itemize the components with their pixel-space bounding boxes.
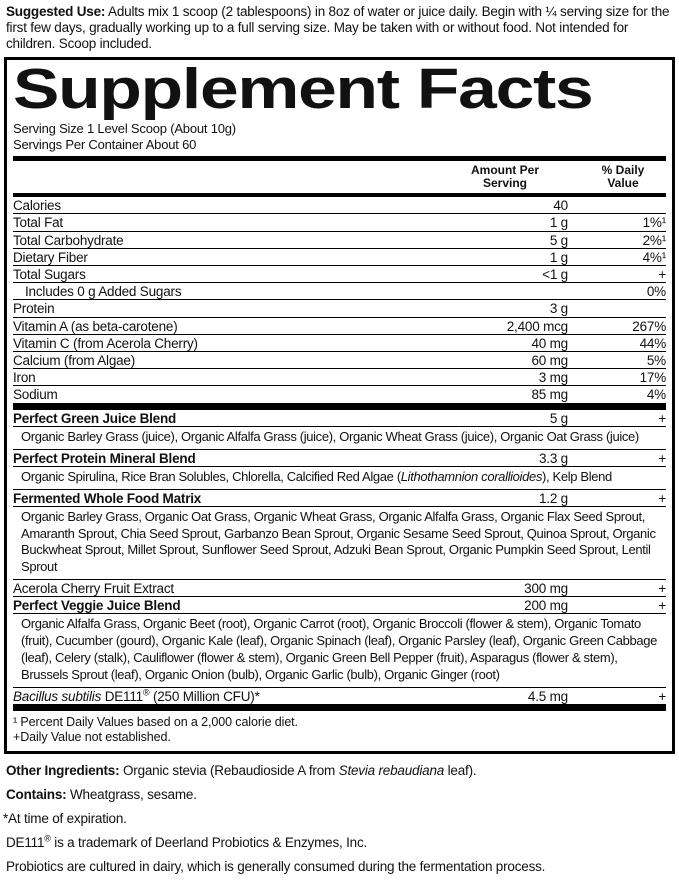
row-name: Bacillus subtilis DE111® (250 Million CF…: [13, 687, 260, 704]
row-amount: 85 mg: [531, 387, 568, 403]
row-name: Fermented Whole Food Matrix: [13, 490, 202, 506]
row-amount: 2,400 mcg: [506, 318, 568, 334]
row-daily-value: 5%: [646, 352, 666, 368]
panel-title: Supplement Facts: [13, 57, 594, 121]
row-amount: 300 mg: [524, 580, 568, 596]
row-name: Vitamin C (from Acerola Cherry): [13, 335, 198, 351]
row-amount: 40 mg: [531, 335, 568, 351]
table-row: Calories 40: [13, 197, 666, 215]
row-amount: <1 g: [542, 266, 568, 282]
row-amount: 60 mg: [531, 352, 568, 368]
servings-per-container-text: Servings Per Container About 60: [13, 136, 197, 152]
contains-text: Contains: Wheatgrass, sesame.: [6, 786, 197, 802]
row-daily-value: +: [658, 490, 666, 506]
row-amount: 1.2 g: [538, 490, 568, 506]
divider-bar-bottom: [13, 704, 666, 711]
nutrient-rows: Calories 40 Total Fat 1 g 1%¹ Total Carbohydr…: [13, 197, 667, 404]
bottom-note: DE111® is a trademark of Deerland Probio…: [6, 833, 368, 850]
row-amount: 40: [553, 198, 568, 214]
row-name: Perfect Green Juice Blend: [13, 410, 177, 426]
serving-info: Serving Size 1 Level Scoop (About 10g) S…: [13, 121, 666, 152]
blend-ingredients: Organic Barley Grass (juice), Organic Al…: [13, 427, 666, 450]
divider-bar-mid: [13, 403, 666, 410]
row-amount: 5 g: [549, 232, 568, 248]
table-row: Fermented Whole Food Matrix 1.2 g +: [13, 490, 666, 507]
row-name: Protein: [13, 301, 55, 317]
row-name: Iron: [13, 370, 36, 386]
row-daily-value: +: [658, 266, 666, 282]
table-row: Vitamin C (from Acerola Cherry) 40 mg 44%: [13, 335, 666, 352]
row-daily-value: 4%: [646, 387, 666, 403]
table-row: Vitamin A (as beta-carotene) 2,400 mcg 267…: [13, 318, 666, 335]
row-name: Perfect Protein Mineral Blend: [13, 450, 196, 466]
table-row: Acerola Cherry Fruit Extract 300 mg +: [13, 580, 666, 598]
row-daily-value: 1%¹: [642, 215, 667, 231]
row-amount: 5 g: [549, 410, 568, 426]
percent-daily-value-header: % Daily Value: [601, 163, 645, 191]
row-amount: 4.5 mg: [527, 688, 568, 704]
row-amount: 3 mg: [538, 370, 568, 386]
other-ingredients-text: Other Ingredients: Organic stevia (Rebau…: [6, 762, 477, 778]
bottom-notes: *At time of expiration. DE111® is a trade…: [3, 810, 671, 875]
table-row: Iron 3 mg 17%: [13, 369, 667, 387]
column-headers: Amount Per Serving % Daily Value: [13, 161, 666, 193]
suggested-use-text: Suggested Use: Adults mix 1 scoop (2 tab…: [6, 4, 670, 51]
bottom-note: Probiotics are cultured in dairy, which …: [6, 858, 546, 874]
row-name: Vitamin A (as beta-carotene): [13, 318, 178, 334]
row-name: Dietary Fiber: [13, 249, 88, 265]
serving-size-text: Serving Size 1 Level Scoop (About 10g): [13, 121, 236, 137]
bottom-note: *At time of expiration.: [3, 810, 127, 826]
table-row: Includes 0 g Added Sugars 0%: [13, 283, 666, 301]
footnotes: ¹ Percent Daily Values based on a 2,000 …: [13, 711, 666, 749]
table-row: Sodium 85 mg 4%: [13, 386, 666, 404]
table-row: Perfect Veggie Juice Blend 200 mg +: [13, 597, 666, 615]
table-row: Total Fat 1 g 1%¹: [13, 214, 667, 232]
footnote-line: ¹ Percent Daily Values based on a 2,000 …: [13, 714, 298, 729]
table-row: Perfect Protein Mineral Blend 3.3 g +: [13, 450, 666, 467]
amount-per-serving-header: Amount Per Serving: [470, 163, 539, 191]
row-amount: 1 g: [549, 249, 568, 265]
row-name: Sodium: [13, 387, 58, 403]
row-daily-value: +: [658, 580, 666, 596]
row-name: Total Fat: [13, 215, 63, 231]
table-row: Protein 3 g: [13, 300, 666, 318]
row-amount: 200 mg: [524, 598, 568, 614]
row-name: Total Sugars: [13, 266, 86, 282]
supplement-facts-panel: Supplement Facts Serving Size 1 Level Sc…: [4, 57, 675, 754]
row-amount: 1 g: [549, 215, 568, 231]
row-amount: 3.3 g: [538, 450, 568, 466]
row-amount: 3 g: [549, 301, 568, 317]
table-row: Total Sugars <1 g +: [13, 266, 666, 284]
row-daily-value: 0%: [646, 284, 666, 300]
row-daily-value: 44%: [639, 335, 667, 351]
row-name: Perfect Veggie Juice Blend: [13, 598, 181, 614]
row-daily-value: +: [658, 598, 666, 614]
table-row: Calcium (from Algae) 60 mg 5%: [13, 352, 666, 370]
table-row: Bacillus subtilis DE111® (250 Million CF…: [13, 688, 666, 705]
row-name: Calories: [13, 198, 61, 214]
blend-ingredients: Organic Spirulina, Rice Bran Solubles, C…: [13, 467, 666, 490]
table-row: Dietary Fiber 1 g 4%¹: [13, 249, 666, 266]
row-daily-value: 17%: [639, 370, 667, 386]
footnote-line: +Daily Value not established.: [13, 729, 171, 744]
blend-ingredients: Organic Alfalfa Grass, Organic Beet (roo…: [13, 614, 666, 688]
row-daily-value: +: [658, 410, 666, 426]
bottom-section: Other Ingredients: Organic stevia (Rebau…: [0, 754, 679, 887]
table-row: Total Carbohydrate 5 g 2%¹: [13, 232, 666, 249]
row-daily-value: 4%¹: [642, 249, 667, 265]
row-name: Total Carbohydrate: [13, 232, 124, 248]
blend-ingredients: Organic Barley Grass, Organic Oat Grass,…: [13, 507, 666, 580]
row-name: Acerola Cherry Fruit Extract: [13, 580, 174, 596]
row-name: Includes 0 g Added Sugars: [25, 284, 182, 300]
row-daily-value: 267%: [632, 318, 666, 334]
blend-rows: Perfect Green Juice Blend 5 g + Organic Bar…: [13, 410, 666, 705]
table-row: Perfect Green Juice Blend 5 g +: [13, 410, 666, 427]
row-daily-value: +: [658, 450, 666, 466]
row-daily-value: 2%¹: [642, 232, 667, 248]
row-name: Calcium (from Algae): [13, 352, 136, 368]
divider-bar-top: [13, 156, 666, 162]
divider-bar-headers: [13, 193, 666, 198]
row-daily-value: +: [658, 688, 666, 704]
